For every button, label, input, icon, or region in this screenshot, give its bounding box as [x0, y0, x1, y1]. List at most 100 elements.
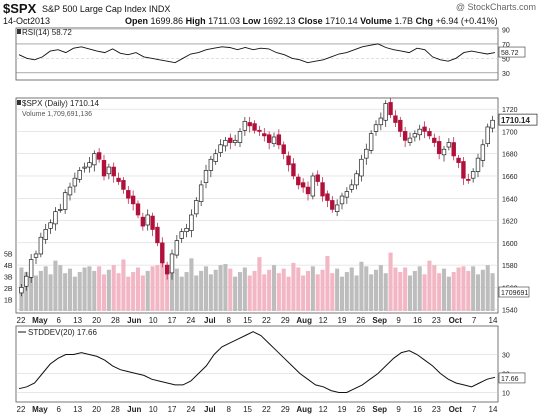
candle-body [388, 102, 393, 116]
volume-bar [305, 270, 311, 311]
candle-body [325, 193, 330, 201]
volume-bar [490, 273, 495, 311]
stddev-line [18, 331, 496, 393]
candle-body [446, 142, 452, 148]
volume-bar [276, 273, 281, 311]
candle-body [315, 174, 320, 182]
rsi-legend: RSI(14) 58.72 [22, 28, 72, 37]
volume-bar [383, 273, 388, 311]
volume-bar [233, 276, 238, 311]
open-value: 1699.86 [150, 16, 184, 26]
volume-bar [344, 272, 349, 311]
candle-body [432, 137, 437, 143]
volume-bar [237, 272, 243, 311]
price-tick-label: 1600 [502, 241, 518, 248]
candle-body [310, 175, 316, 197]
price-last-box [498, 113, 538, 126]
volume-bar [369, 274, 374, 311]
volume-bar [325, 256, 330, 311]
candle-body [218, 144, 223, 153]
volume-bar [485, 265, 490, 311]
stddev-tick-label: 10 [502, 391, 510, 398]
x-axis-label: Jul [204, 316, 216, 325]
volume-bar [53, 260, 58, 311]
x-axis-label-bottom: 15 [243, 405, 252, 414]
volume-bar [339, 276, 345, 311]
x-axis-label-bottom: 12 [319, 405, 328, 414]
candle-body [164, 264, 170, 275]
volume-tick-label: 3B [4, 275, 13, 282]
x-axis-label-bottom: Aug [296, 405, 312, 414]
x-axis-label: 6 [57, 316, 62, 325]
candle-body [72, 177, 78, 187]
volume-bar [48, 274, 53, 311]
volume-bar [335, 268, 340, 311]
volume-bar [155, 265, 160, 311]
price-legend: $SPX (Daily) 1710.14 [22, 99, 99, 108]
volume-bar [126, 276, 131, 311]
x-axis-label-bottom: 6 [57, 405, 62, 414]
candle-body [349, 184, 354, 190]
rsi-tick-label: 70 [502, 42, 510, 49]
x-axis-label-bottom: 28 [111, 405, 120, 414]
candle-body [179, 231, 184, 239]
candle-body [77, 170, 82, 180]
price-tick-label: 1720 [502, 107, 518, 114]
volume-bar [72, 276, 77, 311]
candle-body [62, 192, 68, 210]
x-axis-label-bottom: 10 [149, 405, 158, 414]
volume-bar [422, 274, 427, 311]
candle-body [422, 126, 427, 132]
volume-bar [174, 268, 179, 311]
price-legend-marker [17, 100, 21, 105]
volume-bar [58, 265, 63, 311]
volume-bar [131, 272, 136, 311]
candle-body [456, 157, 461, 163]
volume-bar [169, 273, 175, 311]
x-axis-label: Aug [296, 316, 312, 325]
candle-body [184, 227, 189, 233]
candle-body [320, 182, 325, 197]
x-axis-label-bottom: 7 [472, 405, 477, 414]
x-axis-label-bottom: 24 [186, 405, 195, 414]
x-axis-label-bottom: May [32, 405, 48, 414]
candle-body [203, 170, 209, 184]
volume-tick-label: 2B [4, 286, 13, 293]
x-axis-label-bottom: 22 [17, 405, 26, 414]
candle-body [237, 131, 243, 143]
volume-bar [77, 272, 82, 311]
volume-legend: Volume 1,709,691,136 [22, 111, 92, 118]
rsi-tick-label: 90 [502, 27, 510, 34]
candle-body [441, 148, 447, 156]
volume-bar [310, 266, 315, 311]
price-last-label: 1710.14 [501, 116, 530, 125]
x-axis-label-bottom: Jun [127, 405, 141, 414]
volume-bar [24, 272, 29, 311]
volume-bar [252, 270, 257, 311]
candle-body [140, 216, 146, 227]
x-axis-label: 14 [489, 316, 498, 325]
volume-bar [451, 272, 456, 311]
x-axis-label-bottom: Oct [449, 405, 463, 414]
volume-bar [291, 262, 296, 311]
candle-body [485, 126, 490, 145]
candle-body [101, 160, 107, 177]
stddev-tick-label: 30 [502, 353, 510, 360]
candle-body [126, 190, 131, 199]
candle-body [378, 117, 384, 126]
candle-body [334, 204, 340, 212]
candle-body [344, 191, 350, 198]
volume-bar [29, 267, 34, 311]
price-tick-label: 1620 [502, 219, 518, 226]
volume-bar [456, 267, 461, 311]
x-axis-label: 7 [472, 316, 477, 325]
volume-bar [165, 265, 170, 311]
candle-body [393, 115, 398, 123]
candle-body [373, 124, 379, 132]
candle-body [92, 153, 97, 166]
volume-bar [373, 269, 379, 311]
x-axis-label-bottom: 22 [262, 405, 271, 414]
candle-body [359, 158, 364, 177]
candle-body [169, 253, 175, 274]
candle-body [402, 131, 408, 141]
